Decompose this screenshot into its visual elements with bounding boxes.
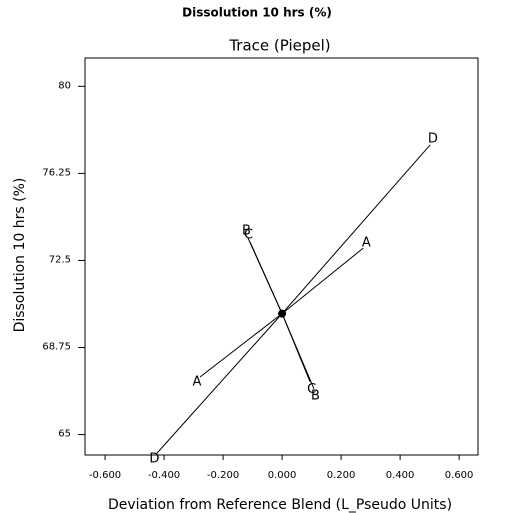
y-tick-label: 65 — [58, 429, 71, 440]
trace-label: B — [311, 389, 320, 404]
x-tick-label: 0.000 — [268, 470, 297, 481]
trace-label: C — [307, 382, 316, 397]
x-axis-label: Deviation from Reference Blend (L_Pseudo… — [108, 497, 452, 513]
y-tick-label: 76.25 — [42, 167, 71, 178]
trace-label: D — [428, 131, 438, 146]
trace-label: A — [192, 374, 201, 389]
y-axis-label: Dissolution 10 hrs (%) — [12, 178, 28, 333]
trace-label: C — [244, 228, 253, 243]
trace-label: A — [362, 236, 371, 251]
x-tick-label: 0.200 — [327, 470, 356, 481]
y-tick-label: 72.5 — [49, 254, 71, 265]
trace-label: D — [149, 452, 159, 467]
x-tick-label: -0.600 — [89, 470, 121, 481]
plot-frame — [84, 57, 479, 456]
chart-title: Dissolution 10 hrs (%) — [182, 6, 332, 20]
reference-point — [278, 309, 287, 318]
x-tick-label: -0.400 — [148, 470, 180, 481]
x-tick-label: 0.400 — [386, 470, 415, 481]
x-tick-label: -0.200 — [207, 470, 239, 481]
trace-label: B — [242, 224, 251, 239]
trace-line — [156, 144, 431, 454]
y-tick-label: 80 — [58, 80, 71, 91]
chart-subtitle: Trace (Piepel) — [228, 37, 330, 55]
x-tick-label: 0.600 — [445, 470, 474, 481]
y-tick-label: 68.75 — [42, 342, 71, 353]
